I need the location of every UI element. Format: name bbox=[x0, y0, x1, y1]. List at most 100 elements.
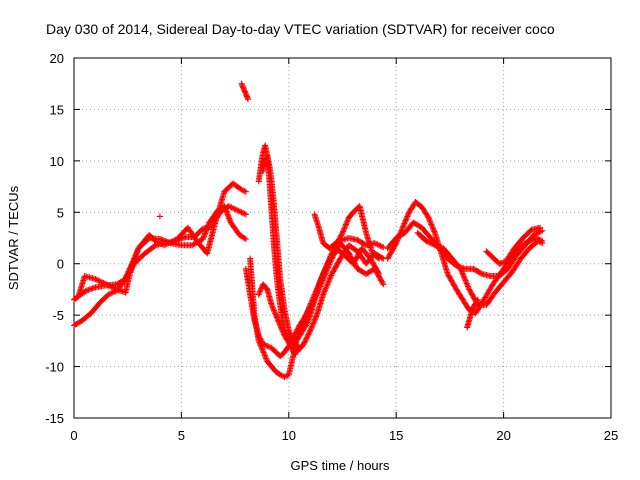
data-point bbox=[391, 242, 398, 249]
data-point bbox=[158, 240, 165, 247]
data-point bbox=[310, 319, 317, 326]
series-track-r bbox=[126, 255, 142, 272]
data-point bbox=[404, 212, 411, 219]
data-point bbox=[341, 224, 348, 231]
data-point bbox=[373, 267, 380, 274]
data-point bbox=[429, 224, 436, 231]
data-point bbox=[335, 259, 342, 266]
data-point bbox=[242, 236, 249, 243]
data-point bbox=[241, 210, 248, 217]
data-point bbox=[539, 240, 546, 247]
data-point bbox=[107, 283, 114, 290]
data-point bbox=[322, 264, 329, 271]
data-point bbox=[328, 251, 335, 258]
data-point bbox=[97, 278, 104, 285]
y-tick-label: 0 bbox=[57, 257, 64, 272]
data-point bbox=[234, 207, 241, 214]
data-point bbox=[334, 238, 341, 245]
data-point bbox=[474, 297, 481, 304]
data-point bbox=[379, 280, 386, 286]
data-point bbox=[304, 334, 311, 341]
data-point bbox=[303, 335, 310, 342]
data-point bbox=[374, 268, 381, 275]
y-tick-label: 20 bbox=[50, 51, 64, 66]
y-tick-label: 15 bbox=[50, 102, 64, 117]
data-point bbox=[231, 205, 238, 212]
series-track-j bbox=[290, 203, 383, 349]
data-point bbox=[96, 278, 103, 285]
data-point bbox=[302, 338, 309, 345]
data-point bbox=[340, 227, 347, 234]
data-point bbox=[449, 280, 456, 286]
data-point bbox=[92, 276, 99, 283]
data-point bbox=[330, 267, 337, 274]
data-point bbox=[468, 290, 475, 297]
data-point bbox=[536, 238, 543, 245]
data-point bbox=[272, 310, 279, 317]
data-point bbox=[380, 281, 387, 288]
data-point bbox=[389, 246, 396, 253]
data-point bbox=[272, 311, 279, 318]
data-point bbox=[265, 343, 272, 350]
data-point bbox=[430, 227, 437, 234]
data-point bbox=[376, 255, 383, 262]
data-point bbox=[282, 373, 289, 380]
data-point bbox=[321, 269, 328, 275]
data-point bbox=[321, 267, 328, 274]
data-points bbox=[71, 80, 546, 380]
data-point bbox=[271, 308, 278, 315]
data-point bbox=[391, 244, 398, 250]
data-point bbox=[105, 282, 112, 289]
data-point bbox=[399, 226, 406, 233]
data-point bbox=[300, 340, 307, 347]
data-point bbox=[448, 277, 455, 284]
data-point bbox=[340, 228, 347, 235]
data-point bbox=[229, 205, 236, 212]
data-point bbox=[323, 261, 330, 268]
data-point bbox=[425, 214, 432, 221]
data-point bbox=[353, 254, 360, 261]
plot-frame bbox=[73, 57, 612, 419]
data-point bbox=[426, 239, 433, 246]
data-point bbox=[426, 215, 433, 222]
data-point bbox=[374, 241, 381, 248]
data-point bbox=[344, 217, 351, 224]
data-point bbox=[378, 278, 385, 285]
data-point bbox=[377, 276, 384, 283]
data-point bbox=[162, 241, 169, 248]
data-point bbox=[156, 240, 163, 247]
data-point bbox=[373, 265, 380, 272]
data-point bbox=[353, 263, 360, 270]
data-point bbox=[109, 289, 116, 296]
data-point bbox=[469, 292, 476, 299]
data-point bbox=[374, 254, 381, 261]
data-point bbox=[154, 238, 161, 245]
data-point bbox=[323, 263, 330, 270]
data-point bbox=[401, 219, 408, 226]
data-point bbox=[430, 225, 437, 232]
y-axis-label: SDTVAR / TECUs bbox=[6, 185, 21, 290]
data-point bbox=[104, 281, 111, 288]
data-point bbox=[325, 259, 332, 265]
data-point bbox=[403, 216, 410, 223]
data-point bbox=[82, 288, 89, 295]
data-point bbox=[311, 317, 318, 324]
axis-ticks: 0 5 10 15 20 25 -15 -10 -5 0 5 10 15 20 bbox=[45, 51, 618, 443]
data-point bbox=[235, 207, 242, 214]
data-point bbox=[426, 217, 433, 224]
data-point bbox=[242, 211, 249, 218]
data-point bbox=[329, 269, 336, 276]
data-point bbox=[372, 264, 379, 271]
data-point bbox=[470, 294, 477, 301]
series-track-m bbox=[384, 219, 546, 280]
data-point bbox=[311, 316, 318, 323]
data-point bbox=[326, 256, 333, 263]
data-point bbox=[341, 225, 348, 232]
data-point bbox=[269, 304, 276, 311]
data-point bbox=[171, 237, 178, 244]
data-point bbox=[273, 313, 280, 320]
data-point bbox=[343, 221, 350, 228]
data-point bbox=[310, 320, 317, 327]
data-point bbox=[385, 254, 392, 261]
data-point bbox=[429, 240, 435, 247]
